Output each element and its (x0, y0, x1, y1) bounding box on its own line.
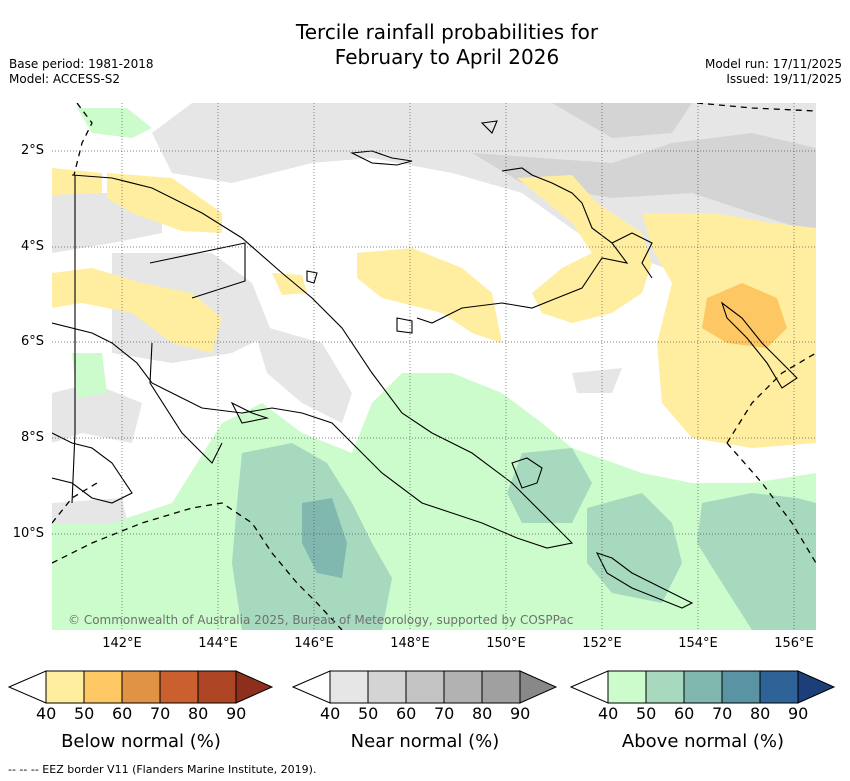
swatch-above-50 (645, 670, 685, 704)
lon-label-144e: 144°E (198, 636, 238, 651)
colorbar-above-normal-svg (569, 670, 836, 704)
swatch-below-40 (45, 670, 85, 704)
lat-label-8s: 8°S (20, 430, 44, 445)
tick-near-40: 40 (320, 704, 341, 723)
swatch-near-40 (329, 670, 369, 704)
swatch-near-70 (443, 670, 483, 704)
map-panel (52, 103, 816, 630)
eez-footnote: -- -- -- EEZ border V11 (Flanders Marine… (8, 763, 317, 776)
lat-label-6s: 6°S (20, 334, 44, 349)
swatch-near-50 (367, 670, 407, 704)
colorbar-above-normal (569, 670, 836, 708)
below-normal-regions (52, 168, 816, 448)
swatch-near-60 (405, 670, 445, 704)
graticule (52, 103, 816, 630)
swatch-above-70 (721, 670, 761, 704)
above-normal-regions (52, 108, 816, 630)
colorbar-title-below: Below normal (%) (61, 731, 221, 752)
title-line-2: February to April 2026 (334, 45, 560, 69)
lon-label-148e: 148°E (390, 636, 430, 651)
map-title: Tercile rainfall probabilities for Febru… (0, 20, 850, 70)
lon-label-156e: 156°E (774, 636, 814, 651)
lat-label-10s: 10°S (12, 526, 44, 541)
tick-above-40: 40 (598, 704, 619, 723)
swatch-above-80 (759, 670, 799, 704)
right-metadata: Model run: 17/11/2025 Issued: 19/11/2025 (705, 57, 842, 87)
lon-label-142e: 142°E (102, 636, 142, 651)
lat-label-2s: 2°S (20, 143, 44, 158)
tick-above-60: 60 (674, 704, 695, 723)
copyright-notice: © Commonwealth of Australia 2025, Bureau… (68, 613, 574, 627)
issued-date: Issued: 19/11/2025 (726, 72, 842, 86)
swatch-below-60 (121, 670, 161, 704)
colorbar-title-above: Above normal (%) (621, 731, 785, 752)
coastlines (52, 120, 798, 609)
base-period: Base period: 1981-2018 (9, 57, 154, 71)
swatch-below-90 (235, 670, 274, 704)
tick-near-60: 60 (396, 704, 417, 723)
tick-below-80: 80 (188, 704, 209, 723)
swatch-above-60 (683, 670, 723, 704)
lat-label-4s: 4°S (20, 239, 44, 254)
tick-below-70: 70 (150, 704, 171, 723)
tick-above-80: 80 (750, 704, 771, 723)
tick-above-90: 90 (788, 704, 809, 723)
swatch-above-90 (797, 670, 836, 704)
tick-near-50: 50 (358, 704, 379, 723)
lon-label-146e: 146°E (294, 636, 334, 651)
tick-near-70: 70 (434, 704, 455, 723)
model-run: Model run: 17/11/2025 (704, 57, 842, 71)
tick-above-50: 50 (636, 704, 657, 723)
tick-above-70: 70 (712, 704, 733, 723)
tick-below-90: 90 (226, 704, 247, 723)
tick-below-50: 50 (74, 704, 95, 723)
tick-below-60: 60 (112, 704, 133, 723)
swatch-below-70 (159, 670, 199, 704)
tick-near-80: 80 (472, 704, 493, 723)
swatch-above-40 (607, 670, 647, 704)
map-svg (52, 103, 816, 630)
tick-near-90: 90 (510, 704, 531, 723)
colorbar-title-near: Near normal (%) (350, 731, 500, 752)
colorbar-near-normal (291, 670, 558, 708)
lon-label-154e: 154°E (678, 636, 718, 651)
colorbar-below-normal-svg (7, 670, 274, 704)
eez-borders (52, 103, 816, 630)
swatch-near-80 (481, 670, 521, 704)
lon-label-152e: 152°E (582, 636, 622, 651)
swatch-below-80 (197, 670, 237, 704)
colorbar-near-normal-svg (291, 670, 558, 704)
title-line-1: Tercile rainfall probabilities for (295, 20, 599, 44)
model-name: Model: ACCESS-S2 (9, 72, 121, 86)
tick-below-40: 40 (36, 704, 57, 723)
colorbar-below-normal (7, 670, 274, 708)
lon-label-150e: 150°E (486, 636, 526, 651)
swatch-below-50 (83, 670, 123, 704)
swatch-near-90 (519, 670, 558, 704)
left-metadata: Base period: 1981-2018 Model: ACCESS-S2 (9, 57, 154, 87)
